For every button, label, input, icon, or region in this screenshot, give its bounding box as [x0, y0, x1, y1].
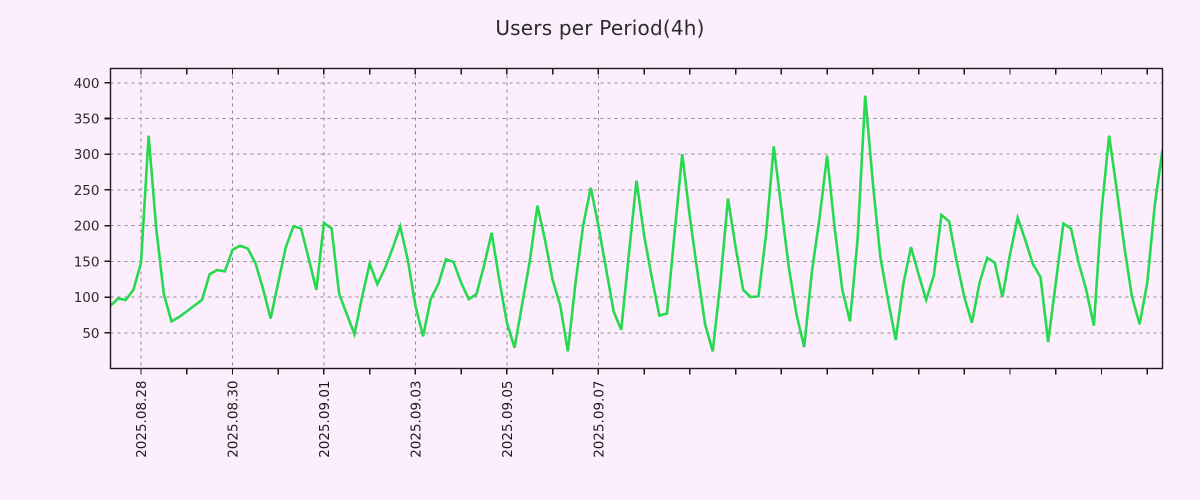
y-tick-label: 100: [74, 290, 100, 306]
y-tick-label: 50: [82, 326, 99, 342]
x-tick-label: 2025.08.30: [225, 381, 241, 458]
series-line-users: [110, 95, 1163, 352]
y-tick-label: 300: [74, 147, 100, 163]
y-tick-label: 350: [74, 112, 100, 128]
y-tick-label: 150: [74, 254, 100, 270]
x-tick-label: 2025.08.28: [134, 381, 150, 458]
gridlines-group: [110, 68, 1163, 369]
x-tick-label: 2025.09.07: [591, 381, 607, 458]
data-series-group: [110, 95, 1163, 352]
y-axis-ticks-group: [104, 81, 111, 334]
x-axis-labels-group: 2025.08.28 2025.08.30 2025.09.01 2025.09.03…: [134, 381, 607, 458]
y-tick-label: 250: [74, 183, 100, 199]
y-tick-label: 200: [74, 219, 100, 235]
x-tick-label: 2025.09.05: [500, 381, 516, 458]
x-tick-label: 2025.09.03: [408, 381, 424, 458]
y-axis-labels-group: 50 100 150 200 250 300 350 400: [74, 76, 100, 342]
y-tick-label: 400: [74, 76, 100, 92]
x-axis-ticks-group: [140, 68, 1148, 375]
plot-frame-border: [109, 67, 1164, 370]
x-tick-label: 2025.09.01: [317, 381, 333, 458]
chart-title: Users per Period(4h): [495, 16, 705, 40]
